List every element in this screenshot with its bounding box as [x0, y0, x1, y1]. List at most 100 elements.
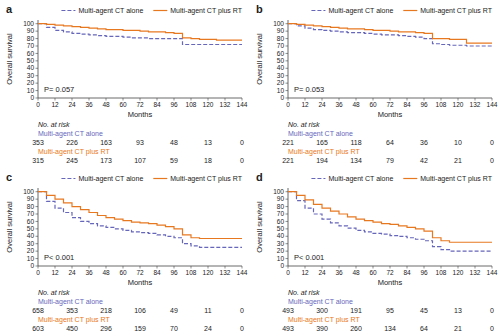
risk-count: 49 [170, 307, 178, 314]
y-tick-label: 10 [27, 255, 35, 262]
panel: d012243648607284961081201321440102030405… [255, 171, 498, 332]
y-tick [286, 98, 289, 99]
y-tick [36, 191, 39, 192]
risk-count: 159 [134, 325, 146, 332]
x-tick-label: 120 [203, 269, 214, 276]
risk-header: No. at risk [288, 121, 320, 128]
y-tick [286, 228, 289, 229]
y-tick-label: 90 [277, 27, 285, 34]
x-tick-label: 36 [335, 101, 343, 108]
x-tick-label: 108 [436, 269, 447, 276]
y-tick-label: 60 [27, 218, 35, 225]
x-tick-label: 48 [352, 101, 360, 108]
x-tick-label: 132 [220, 269, 231, 276]
risk-count: 107 [134, 157, 146, 164]
y-tick-label: 50 [277, 225, 285, 232]
risk-count: 70 [170, 325, 178, 332]
legend-label: Multi-agent CT plus RT [420, 7, 492, 15]
y-axis-line [38, 20, 39, 98]
annotation: P< 0.001 [44, 253, 74, 262]
legend-swatch [403, 10, 417, 11]
risk-count: 296 [100, 325, 112, 332]
x-tick-label: 96 [170, 101, 178, 108]
y-tick [286, 251, 289, 252]
x-tick-label: 48 [102, 101, 110, 108]
panel: b012243648607284961081201321440102030405… [255, 3, 498, 164]
risk-count: 21 [454, 325, 462, 332]
risk-count: 42 [420, 157, 428, 164]
y-tick [286, 23, 289, 24]
y-tick-label: 30 [277, 240, 285, 247]
risk-count: 300 [316, 307, 328, 314]
plot-area [38, 192, 242, 248]
y-tick-label: 80 [277, 203, 285, 210]
x-tick-label: 36 [85, 101, 93, 108]
risk-count: 79 [386, 157, 394, 164]
y-tick-label: 60 [277, 218, 285, 225]
y-tick-label: 40 [27, 232, 35, 239]
x-tick-label: 48 [102, 269, 110, 276]
risk-count: 163 [100, 139, 112, 146]
annotation: P< 0.001 [294, 253, 324, 262]
risk-count: 64 [386, 139, 394, 146]
x-tick-label: 72 [136, 101, 144, 108]
risk-header: No. at risk [38, 121, 70, 128]
y-tick-label: 70 [277, 210, 285, 217]
y-tick [36, 236, 39, 237]
x-tick-label: 84 [403, 101, 411, 108]
risk-count: 106 [134, 307, 146, 314]
legend-swatch [153, 10, 167, 11]
y-tick [286, 206, 289, 207]
risk-count: 0 [240, 325, 244, 332]
legend-label: Multi-agent CT plus RT [170, 175, 242, 183]
risk-count: 226 [66, 139, 78, 146]
y-tick-label: 60 [27, 50, 35, 57]
y-tick-label: 100 [273, 188, 284, 195]
risk-count: 93 [136, 139, 144, 146]
x-tick-label: 24 [318, 269, 326, 276]
x-tick-label: 60 [119, 101, 127, 108]
risk-count: 493 [282, 307, 294, 314]
x-tick-label: 132 [220, 101, 231, 108]
y-axis-label: Overall survival [5, 201, 14, 253]
y-tick-label: 80 [27, 35, 35, 42]
y-tick-label: 50 [27, 225, 35, 232]
survival-curve [38, 24, 242, 45]
risk-count: 191 [350, 307, 362, 314]
legend-label: Multi-agent CT plus RT [170, 7, 242, 15]
x-tick-label: 96 [170, 269, 178, 276]
plot-area [288, 24, 492, 46]
risk-count: 134 [384, 325, 396, 332]
plot-area [288, 192, 492, 251]
x-tick-label: 48 [352, 269, 360, 276]
annotation: P= 0.057 [44, 85, 74, 94]
y-tick-label: 30 [27, 240, 35, 247]
y-tick [286, 243, 289, 244]
survival-curve [288, 192, 492, 251]
annotation: P= 0.053 [294, 85, 324, 94]
y-tick-label: 30 [27, 72, 35, 79]
y-tick-label: 20 [277, 247, 285, 254]
y-tick-label: 100 [23, 20, 34, 27]
legend-label: Multi-agent CT alone [78, 7, 143, 15]
x-tick-label: 0 [36, 269, 40, 276]
y-tick-label: 90 [27, 27, 35, 34]
y-tick-label: 70 [277, 42, 285, 49]
y-tick [286, 83, 289, 84]
y-tick-label: 40 [27, 64, 35, 71]
risk-count: 36 [420, 139, 428, 146]
x-tick-label: 12 [51, 101, 59, 108]
panel-label: b [256, 3, 263, 15]
y-tick-label: 10 [277, 87, 285, 94]
y-tick [36, 23, 39, 24]
y-tick-label: 40 [277, 64, 285, 71]
risk-count: 18 [204, 157, 212, 164]
risk-count: 13 [204, 139, 212, 146]
x-tick-label: 72 [136, 269, 144, 276]
x-tick-label: 24 [318, 101, 326, 108]
y-tick-label: 70 [27, 42, 35, 49]
x-tick-label: 108 [436, 101, 447, 108]
legend: Multi-agent CT plus RTMulti-agent CT alo… [61, 175, 242, 183]
y-tick-label: 20 [277, 79, 285, 86]
x-tick-label: 108 [186, 269, 197, 276]
